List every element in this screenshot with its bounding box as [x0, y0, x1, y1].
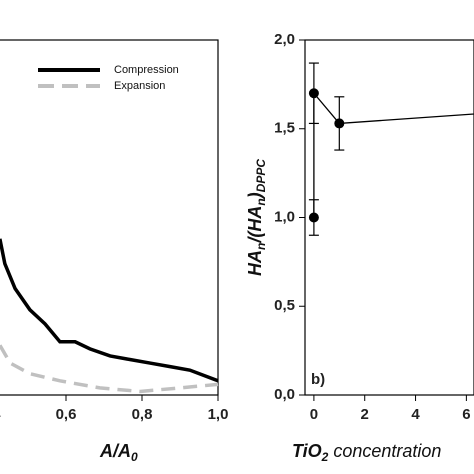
y-label-part: /(HA: [245, 206, 265, 244]
data-point: [308, 212, 319, 223]
y-label-part: ): [245, 192, 265, 200]
x-tick-label: 6: [462, 406, 470, 423]
series-line: [0, 238, 219, 383]
x-tick-label: 2: [361, 406, 369, 423]
x-tick-label: 4: [411, 406, 420, 423]
y-label-part: n: [254, 198, 268, 205]
x-tick-label: 0: [310, 406, 318, 423]
x-label-main: TiO: [292, 441, 322, 461]
legend-label: Compression: [114, 64, 179, 76]
y-tick-label: 0,5: [274, 297, 295, 314]
series-line: [313, 91, 474, 218]
series-line: [0, 344, 219, 394]
y-label-part: DPPC: [254, 159, 268, 193]
x-tick-label: 0,8: [132, 406, 153, 423]
y-label-part: HA: [245, 250, 265, 276]
y-tick-label: 1,5: [274, 120, 295, 137]
y-label-part: n: [254, 243, 268, 250]
annotation: b): [311, 371, 325, 388]
x-tick-label: 0,6: [56, 406, 77, 423]
x-tick-label: 1,0: [208, 406, 229, 423]
x-tick-label: 0,4: [0, 406, 1, 423]
data-point: [308, 88, 319, 99]
x-label-sub: 2: [321, 450, 329, 464]
legend-label: Expansion: [114, 80, 165, 92]
y-axis-label: HAn/(HAn)DPPC: [245, 159, 268, 276]
y-tick-label: 2,0: [274, 31, 295, 48]
plot-frame: [0, 39, 219, 396]
x-axis-label: TiO2 concentration: [292, 441, 441, 464]
x-axis-label: A/A0: [99, 441, 138, 464]
x-label-sub: 0: [131, 450, 138, 464]
y-tick-label: 0,0: [274, 386, 295, 403]
y-tick-label: 1,0: [274, 208, 295, 225]
plot-frame: [304, 39, 474, 396]
data-point: [334, 118, 345, 129]
x-label-rest: concentration: [328, 441, 441, 461]
x-label-main: A/A: [99, 441, 131, 461]
